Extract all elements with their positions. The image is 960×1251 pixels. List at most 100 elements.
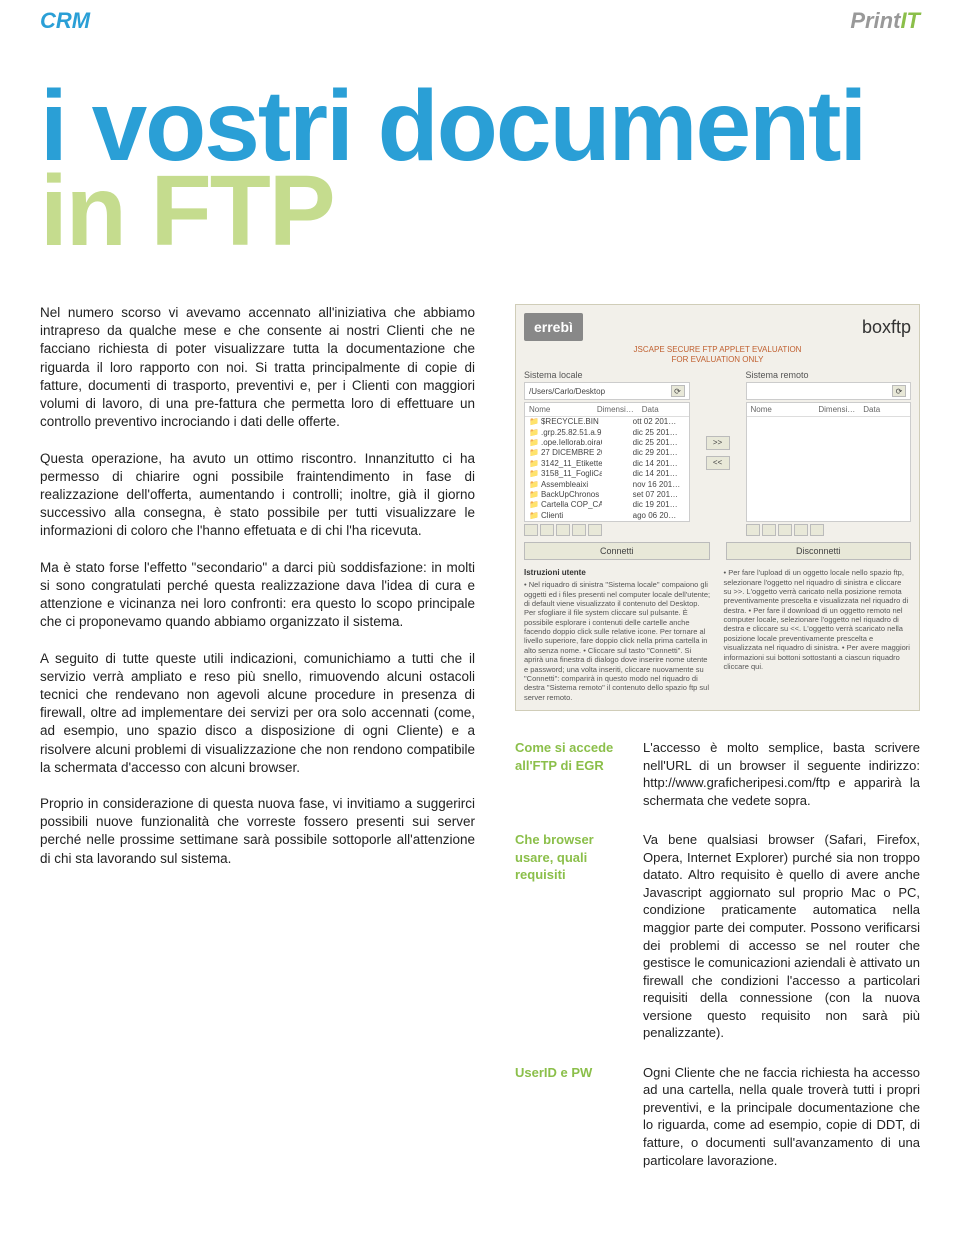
brand-logo: PrintIT — [850, 8, 920, 34]
path-bar[interactable]: /Users/Carlo/Desktop ⟳ — [524, 382, 690, 400]
col-name: Nome — [525, 403, 593, 416]
file-name: Cartella COP_CATA… — [529, 500, 602, 510]
article-column: Nel numero scorso vi avevamo accennato a… — [40, 304, 475, 1191]
current-path: /Users/Carlo/Desktop — [529, 387, 605, 396]
toolbar-icon[interactable] — [778, 524, 792, 536]
col-date: Data — [638, 403, 689, 416]
instructions-text: • Per fare l'upload di un oggetto locale… — [724, 568, 912, 671]
file-size — [602, 438, 633, 448]
remote-file-list[interactable]: Nome Dimensi… Data — [746, 402, 912, 522]
reload-icon[interactable]: ⟳ — [892, 385, 906, 397]
file-size — [602, 469, 633, 479]
file-row[interactable]: Cartella COP_CATA… dic 19 201… — [525, 500, 689, 510]
file-date: dic 25 201… — [633, 428, 685, 438]
disconnect-button[interactable]: Disconnetti — [726, 542, 912, 560]
local-file-list[interactable]: Nome Dimensi… Data $RECYCLE.BINott 02 20… — [524, 402, 690, 522]
file-row[interactable]: .grp.25.82.51.a.9… dic 25 201… — [525, 428, 689, 438]
paragraph: Questa operazione, ha avuto un ottimo ri… — [40, 450, 475, 541]
ftp-panes: Sistema locale /Users/Carlo/Desktop ⟳ No… — [524, 370, 911, 536]
faq-row: Che browser usare, quali requisiti Va ben… — [515, 831, 920, 1042]
brand-part1: Print — [850, 8, 900, 33]
toolbar-icon[interactable] — [524, 524, 538, 536]
file-size — [602, 521, 633, 522]
file-row[interactable]: $RECYCLE.BINott 02 201… — [525, 417, 689, 427]
toolbar-icon[interactable] — [588, 524, 602, 536]
sidebar-column: errebì boxftp JSCAPE SECURE FTP APPLET E… — [515, 304, 920, 1191]
local-pane-title: Sistema locale — [524, 370, 690, 380]
file-name: .grp.25.82.51.a.9… — [529, 428, 602, 438]
file-name: 3158_11_FogliCava… — [529, 469, 602, 479]
file-row[interactable]: BackUpChronos set 07 201… — [525, 490, 689, 500]
faq-row: Come si accede all'FTP di EGRL'accesso è… — [515, 739, 920, 809]
file-date: nov 16 201… — [633, 480, 685, 490]
file-row[interactable]: Assembleaixi nov 16 201… — [525, 480, 689, 490]
toolbar-icon[interactable] — [810, 524, 824, 536]
toolbar-icon[interactable] — [746, 524, 760, 536]
remote-pane-title: Sistema remoto — [746, 370, 912, 380]
faq-question: Come si accede all'FTP di EGR — [515, 739, 615, 809]
toolbar-icon[interactable] — [556, 524, 570, 536]
eval-notice: JSCAPE SECURE FTP APPLET EVALUATION FOR … — [524, 345, 911, 364]
file-date: dic 19 201… — [633, 500, 685, 510]
vendor-logo: errebì — [524, 313, 583, 341]
file-name: Clienti — [529, 511, 602, 521]
upload-button[interactable]: >> — [706, 436, 730, 450]
file-date: ott 02 201… — [633, 417, 685, 427]
download-button[interactable]: << — [706, 456, 730, 470]
file-date: dic 29 201… — [633, 448, 685, 458]
file-row[interactable]: 27 DICEMBRE 201…dic 29 201… — [525, 448, 689, 458]
connect-button[interactable]: Connetti — [524, 542, 710, 560]
toolbar-icon[interactable] — [762, 524, 776, 536]
file-name: Commerciale… — [529, 521, 602, 522]
file-size — [602, 511, 633, 521]
paragraph: Proprio in considerazione di questa nuov… — [40, 795, 475, 868]
instructions-left: Istruzioni utente • Nel riquadro di sini… — [524, 568, 712, 702]
file-size — [602, 459, 633, 469]
faq-question: Che browser usare, quali requisiti — [515, 831, 615, 1042]
local-pane: Sistema locale /Users/Carlo/Desktop ⟳ No… — [524, 370, 690, 536]
file-row[interactable]: 3158_11_FogliCava… dic 14 201… — [525, 469, 689, 479]
toolbar-icon[interactable] — [572, 524, 586, 536]
local-toolbar — [524, 524, 690, 536]
eval-line1: JSCAPE SECURE FTP APPLET EVALUATION — [524, 345, 911, 355]
paragraph: A seguito di tutte queste utili indicazi… — [40, 650, 475, 778]
col-date: Data — [859, 403, 910, 416]
instructions: Istruzioni utente • Nel riquadro di sini… — [524, 568, 911, 702]
connection-bar: Connetti Disconnetti — [524, 542, 911, 560]
paragraph: Ma è stato forse l'effetto "secondario" … — [40, 559, 475, 632]
file-date: nov 07 201… — [633, 521, 685, 522]
paragraph: Nel numero scorso vi avevamo accennato a… — [40, 304, 475, 432]
file-row[interactable]: 3142_11_Etikette… dic 14 201… — [525, 459, 689, 469]
file-size — [602, 490, 633, 500]
file-name: BackUpChronos — [529, 490, 602, 500]
faq-answer: Ogni Cliente che ne faccia richiesta ha … — [643, 1064, 920, 1169]
instructions-right: • Per fare l'upload di un oggetto locale… — [724, 568, 912, 702]
file-row[interactable]: Clientiago 06 20… — [525, 511, 689, 521]
col-size: Dimensi… — [593, 403, 638, 416]
file-name: Assembleaixi — [529, 480, 602, 490]
toolbar-icon[interactable] — [794, 524, 808, 536]
col-size: Dimensi… — [814, 403, 859, 416]
brand-part2: IT — [900, 8, 920, 33]
file-row[interactable]: Commerciale… nov 07 201… — [525, 521, 689, 522]
ftp-header: errebì boxftp — [524, 313, 911, 341]
article-title: i vostri documenti in FTP — [40, 84, 920, 254]
file-name: 3142_11_Etikette… — [529, 459, 602, 469]
file-list-header: Nome Dimensi… Data — [747, 403, 911, 417]
file-date: dic 14 201… — [633, 469, 685, 479]
instructions-title: Istruzioni utente — [524, 568, 712, 578]
file-name: .ope.Iellorab.oiraC.r… — [529, 438, 602, 448]
remote-pane: Sistema remoto ⟳ Nome Dimensi… Data — [746, 370, 912, 536]
file-date: dic 14 201… — [633, 459, 685, 469]
reload-icon[interactable]: ⟳ — [671, 385, 685, 397]
faq-answer: Va bene qualsiasi browser (Safari, Firef… — [643, 831, 920, 1042]
file-date: set 07 201… — [633, 490, 685, 500]
col-name: Nome — [747, 403, 815, 416]
file-row[interactable]: .ope.Iellorab.oiraC.r…dic 25 201… — [525, 438, 689, 448]
ftp-screenshot: errebì boxftp JSCAPE SECURE FTP APPLET E… — [515, 304, 920, 711]
remote-toolbar — [746, 524, 912, 536]
toolbar-icon[interactable] — [540, 524, 554, 536]
faq-section: Come si accede all'FTP di EGRL'accesso è… — [515, 739, 920, 1169]
file-size — [602, 500, 633, 510]
remote-path-bar[interactable]: ⟳ — [746, 382, 912, 400]
